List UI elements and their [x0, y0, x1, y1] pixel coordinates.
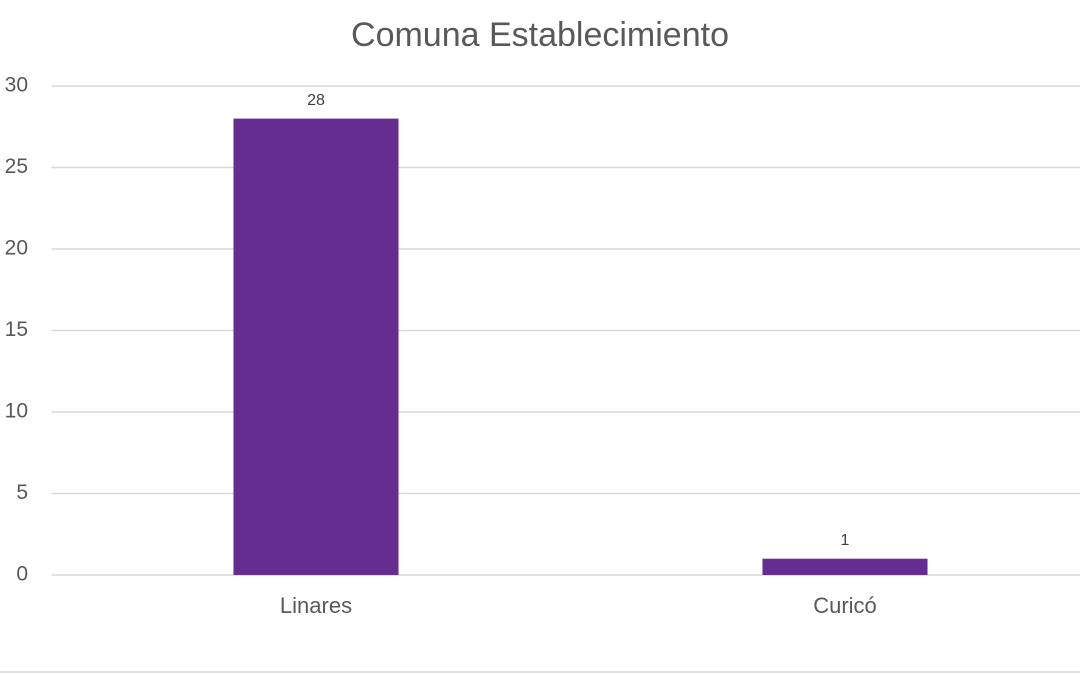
y-tick-label: 10: [5, 400, 28, 423]
data-label: 1: [841, 532, 850, 549]
bar: [762, 558, 928, 575]
data-label: 28: [307, 92, 325, 109]
y-tick-label: 20: [5, 237, 28, 260]
y-tick-label: 0: [16, 563, 28, 586]
x-tick-label: Curicó: [813, 593, 877, 618]
y-tick-label: 30: [5, 74, 28, 97]
y-tick-label: 25: [5, 155, 28, 178]
chart-title: Comuna Establecimiento: [351, 16, 729, 54]
y-tick-label: 5: [16, 481, 28, 504]
bar: [233, 118, 399, 575]
y-tick-label: 15: [5, 318, 28, 341]
x-tick-label: Linares: [280, 593, 352, 618]
